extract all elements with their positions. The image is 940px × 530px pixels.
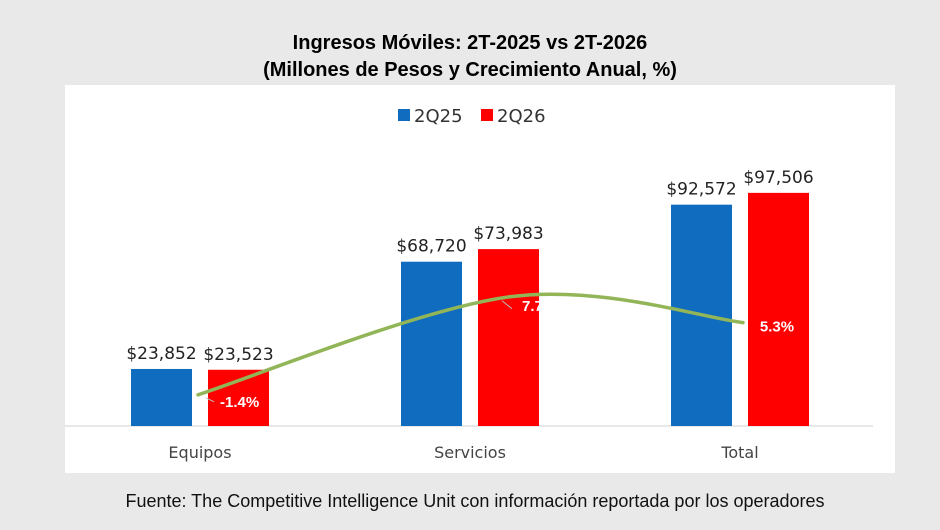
growth-leader-equipos	[205, 397, 215, 403]
x-tick-label-servicios: Servicios	[434, 443, 506, 462]
data-label-2q26-total: $97,506	[743, 168, 813, 188]
growth-leader-servicios	[501, 300, 513, 310]
x-tick-label-equipos: Equipos	[168, 443, 231, 462]
growth-label-equipos: -1.4%	[220, 394, 259, 411]
x-tick-label-total: Total	[720, 443, 758, 462]
chart-area: 2Q25 2Q26 $23,852 $23,523 Equipos $68,720 $73,…	[65, 85, 895, 473]
source-note: Fuente: The Competitive Intelligence Uni…	[125, 491, 825, 511]
growth-line	[196, 292, 745, 397]
data-label-2q26-servicios: $73,983	[473, 224, 543, 244]
data-label-2q25-equipos: $23,852	[126, 344, 196, 364]
legend-swatch-2q25	[398, 109, 410, 121]
growth-label-total: 5.3%	[760, 319, 794, 336]
legend-label-2q26: 2Q26	[497, 106, 546, 127]
bar-2q26-total	[748, 192, 809, 426]
bar-chart: 2Q25 2Q26 $23,852 $23,523 Equipos $68,720 $73,…	[65, 106, 873, 462]
legend-label-2q25: 2Q25	[414, 106, 463, 127]
data-label-2q26-equipos: $23,523	[203, 345, 273, 365]
data-label-2q25-total: $92,572	[666, 180, 736, 200]
chart-title: Ingresos Móviles: 2T-2025 vs 2T-2026 (Mi…	[0, 30, 940, 84]
bar-2q25-equipos	[131, 368, 192, 426]
bar-2q26-servicios	[478, 249, 539, 426]
bar-2q25-servicios	[401, 261, 462, 426]
data-label-2q25-servicios: $68,720	[396, 237, 466, 257]
growth-label-servicios: 7.7%	[522, 298, 556, 315]
legend-swatch-2q26	[481, 109, 493, 121]
chart-title-line1: Ingresos Móviles: 2T-2025 vs 2T-2026	[292, 32, 648, 54]
chart-subtitle: (Millones de Pesos y Crecimiento Anual, …	[263, 59, 677, 81]
